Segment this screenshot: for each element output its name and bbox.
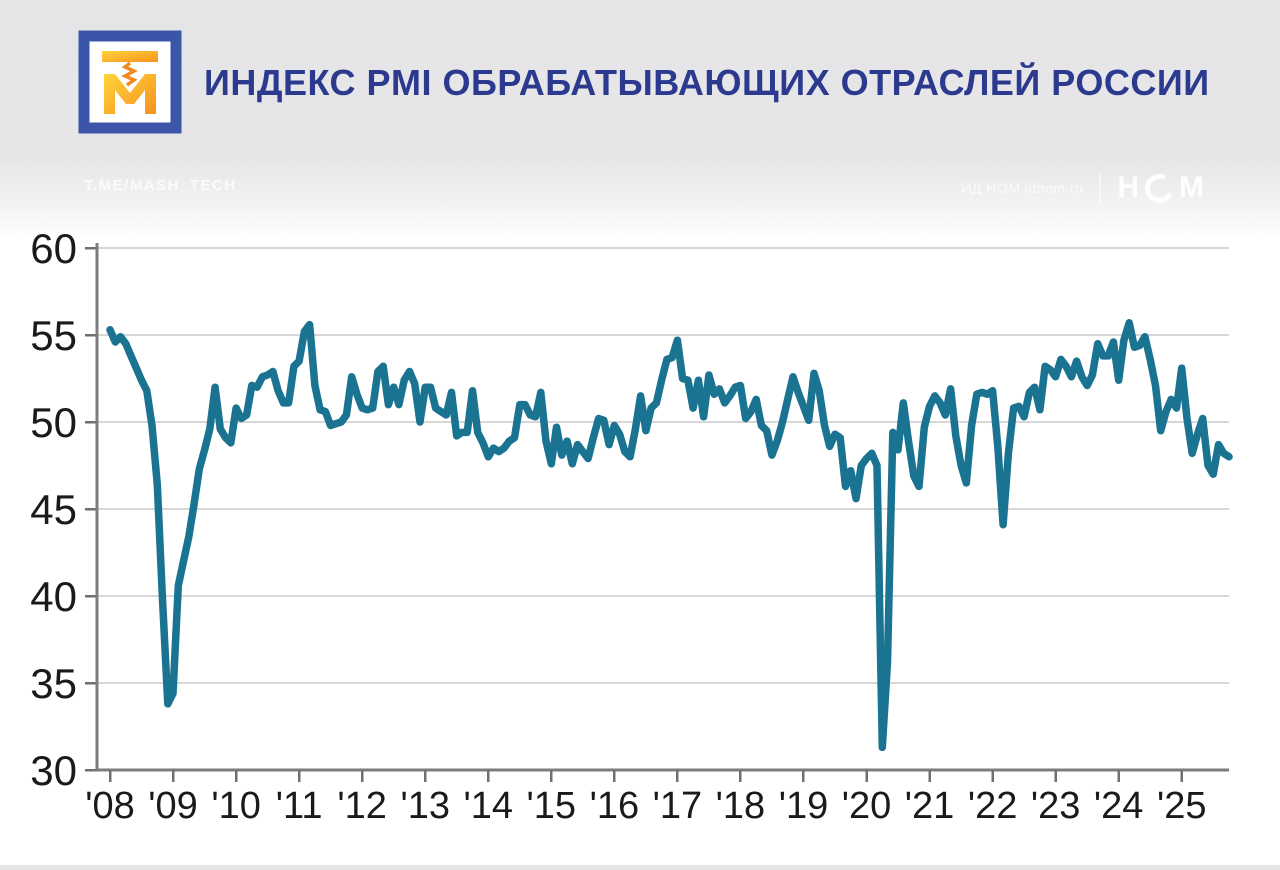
svg-text:40: 40 (30, 573, 77, 620)
svg-text:'17: '17 (653, 785, 703, 827)
svg-text:'15: '15 (527, 785, 577, 827)
svg-text:'23: '23 (1031, 785, 1081, 827)
svg-text:'16: '16 (590, 785, 640, 827)
nom-ring-icon (1140, 169, 1179, 207)
svg-text:'19: '19 (779, 785, 829, 827)
nom-letter-h: Н (1117, 171, 1140, 204)
svg-text:'20: '20 (842, 785, 892, 827)
mt-logo (78, 30, 182, 134)
svg-text:'11: '11 (276, 785, 323, 827)
svg-text:'14: '14 (463, 785, 513, 827)
header: ИНДЕКС PMI ОБРАБАТЫВАЮЩИХ ОТРАСЛЕЙ РОССИ… (0, 0, 1280, 220)
svg-text:'12: '12 (337, 785, 387, 827)
svg-text:'21: '21 (905, 785, 955, 827)
svg-text:'08: '08 (85, 785, 135, 827)
svg-text:60: 60 (30, 225, 77, 272)
svg-text:'13: '13 (400, 785, 450, 827)
svg-text:50: 50 (30, 399, 77, 446)
nom-logo: Н М (1117, 169, 1205, 207)
watermark-publisher: ИД НОМ idnom.ru Н М (961, 168, 1205, 208)
divider (1099, 173, 1102, 203)
watermark-telegram: T.ME/MASH_TECH (84, 177, 237, 194)
svg-text:'24: '24 (1094, 785, 1144, 827)
svg-text:'25: '25 (1157, 785, 1207, 827)
svg-text:35: 35 (30, 660, 77, 707)
svg-text:45: 45 (30, 486, 77, 533)
page-title: ИНДЕКС PMI ОБРАБАТЫВАЮЩИХ ОТРАСЛЕЙ РОССИ… (204, 62, 1210, 103)
svg-text:'10: '10 (211, 785, 261, 827)
nom-letter-m: М (1179, 171, 1205, 204)
publisher-text: ИД НОМ idnom.ru (961, 180, 1084, 196)
svg-text:'18: '18 (716, 785, 766, 827)
svg-text:30: 30 (30, 747, 77, 794)
mt-logo-icon (78, 30, 182, 134)
svg-text:'22: '22 (968, 785, 1018, 827)
svg-text:55: 55 (30, 312, 77, 359)
svg-text:'09: '09 (148, 785, 198, 827)
